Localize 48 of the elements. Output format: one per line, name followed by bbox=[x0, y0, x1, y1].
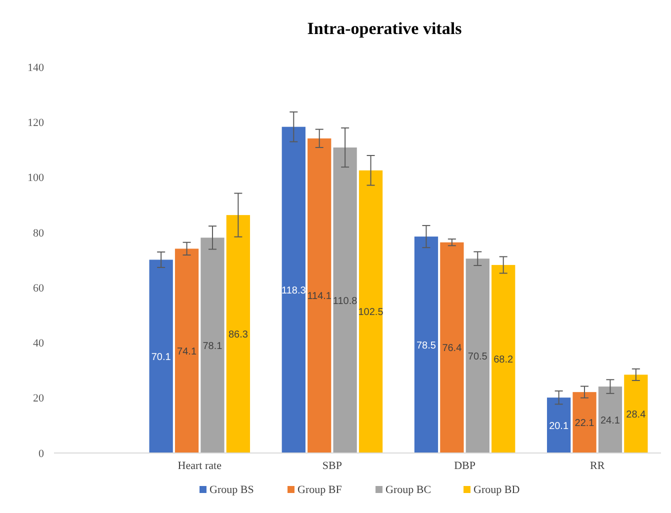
data-label: 70.1 bbox=[151, 352, 172, 363]
data-label: 76.4 bbox=[442, 343, 462, 354]
bar bbox=[226, 215, 250, 453]
chart-title: Intra-operative vitals bbox=[307, 19, 462, 38]
data-label: 20.1 bbox=[549, 420, 569, 432]
y-tick-label: 0 bbox=[38, 448, 44, 460]
y-tick-label: 120 bbox=[28, 116, 44, 129]
data-label: 86.3 bbox=[228, 330, 248, 341]
x-tick-label: SBP bbox=[322, 460, 342, 472]
data-label: 22.1 bbox=[574, 418, 595, 430]
y-tick-label: 20 bbox=[33, 392, 44, 405]
bar bbox=[572, 392, 596, 453]
bar bbox=[624, 374, 648, 453]
bar bbox=[333, 148, 357, 453]
bar bbox=[358, 170, 383, 453]
bar bbox=[149, 260, 173, 453]
bar bbox=[200, 238, 224, 453]
legend-label: Group BF bbox=[298, 484, 342, 496]
bar bbox=[282, 126, 306, 453]
data-label: 74.1 bbox=[177, 346, 197, 358]
bar bbox=[466, 258, 490, 453]
data-label: 78.5 bbox=[416, 340, 436, 352]
bar bbox=[414, 236, 438, 453]
data-label: 114.1 bbox=[307, 291, 332, 302]
y-tick-label: 40 bbox=[33, 338, 44, 350]
y-tick-label: 100 bbox=[28, 172, 44, 184]
x-tick-label: RR bbox=[590, 460, 606, 472]
bar bbox=[492, 264, 516, 453]
y-tick-label: 60 bbox=[33, 282, 44, 294]
x-tick-label: DBP bbox=[454, 460, 476, 472]
data-label: 68.2 bbox=[494, 354, 514, 366]
data-label: 70.5 bbox=[468, 351, 488, 362]
x-tick-label: Heart rate bbox=[178, 460, 222, 472]
data-label: 118.3 bbox=[282, 285, 306, 296]
data-label: 28.4 bbox=[626, 409, 646, 420]
bar bbox=[546, 398, 571, 453]
y-tick-label: 80 bbox=[33, 227, 44, 240]
bar bbox=[174, 248, 199, 453]
bar bbox=[440, 242, 464, 453]
data-label: 24.1 bbox=[600, 415, 620, 426]
data-label: 78.1 bbox=[202, 340, 223, 352]
bar bbox=[308, 138, 332, 453]
legend-label: Group BD bbox=[474, 484, 520, 496]
data-label: 110.8 bbox=[332, 296, 358, 307]
legend-label: Group BC bbox=[386, 484, 432, 496]
legend-label: Group BS bbox=[210, 484, 254, 496]
y-tick-label: 140 bbox=[28, 62, 44, 74]
bar bbox=[598, 386, 622, 453]
